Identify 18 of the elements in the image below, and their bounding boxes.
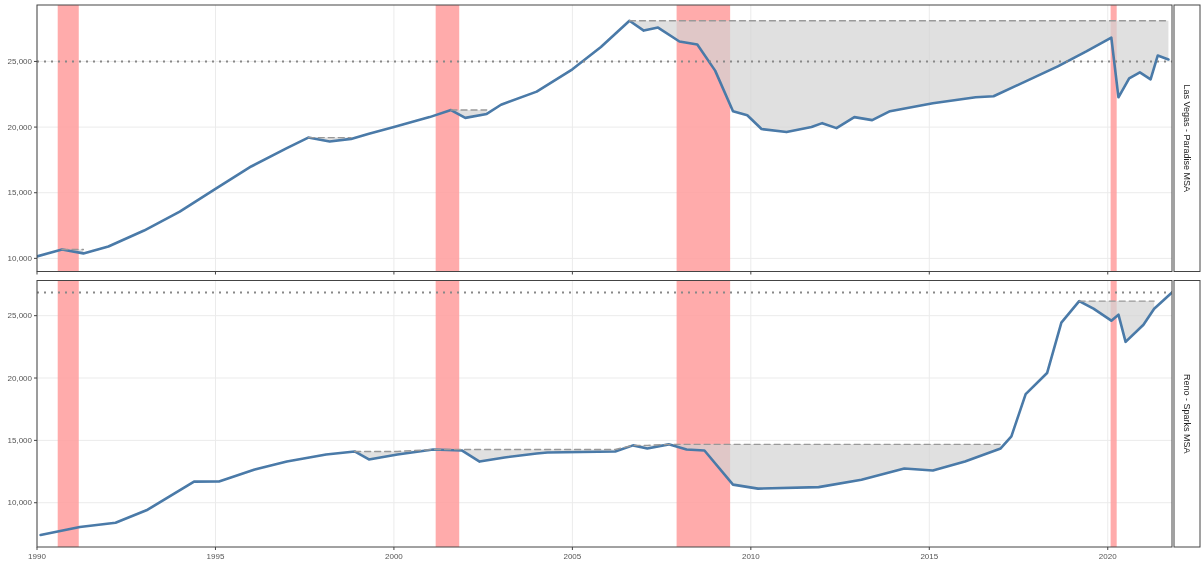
y-tick-label: 15,000	[7, 435, 33, 445]
y-tick-label: 20,000	[7, 122, 33, 132]
x-tick-label: 1990	[28, 552, 47, 561]
x-tick-label: 2020	[1098, 552, 1118, 561]
line-series	[39, 291, 1172, 537]
x-tick-label: 1995	[206, 552, 225, 561]
y2-axis-title: Reno - Sparks MSA	[1181, 373, 1192, 454]
y-tick-label: 10,000	[7, 253, 33, 263]
y-tick-label: 25,000	[7, 57, 33, 67]
x-tick-label: 2010	[741, 552, 761, 561]
y2-axis-title: Las Vegas - Paradise MSA	[1181, 84, 1192, 193]
x-tick-label: 2015	[920, 552, 939, 561]
y-tick-label: 15,000	[7, 188, 33, 198]
y-tick-label: 10,000	[7, 498, 33, 508]
y-tick-label: 25,000	[7, 311, 33, 321]
x-tick-label: 2005	[563, 552, 582, 561]
x-tick-label: 2000	[385, 552, 404, 561]
y-tick-label: 20,000	[7, 373, 33, 383]
